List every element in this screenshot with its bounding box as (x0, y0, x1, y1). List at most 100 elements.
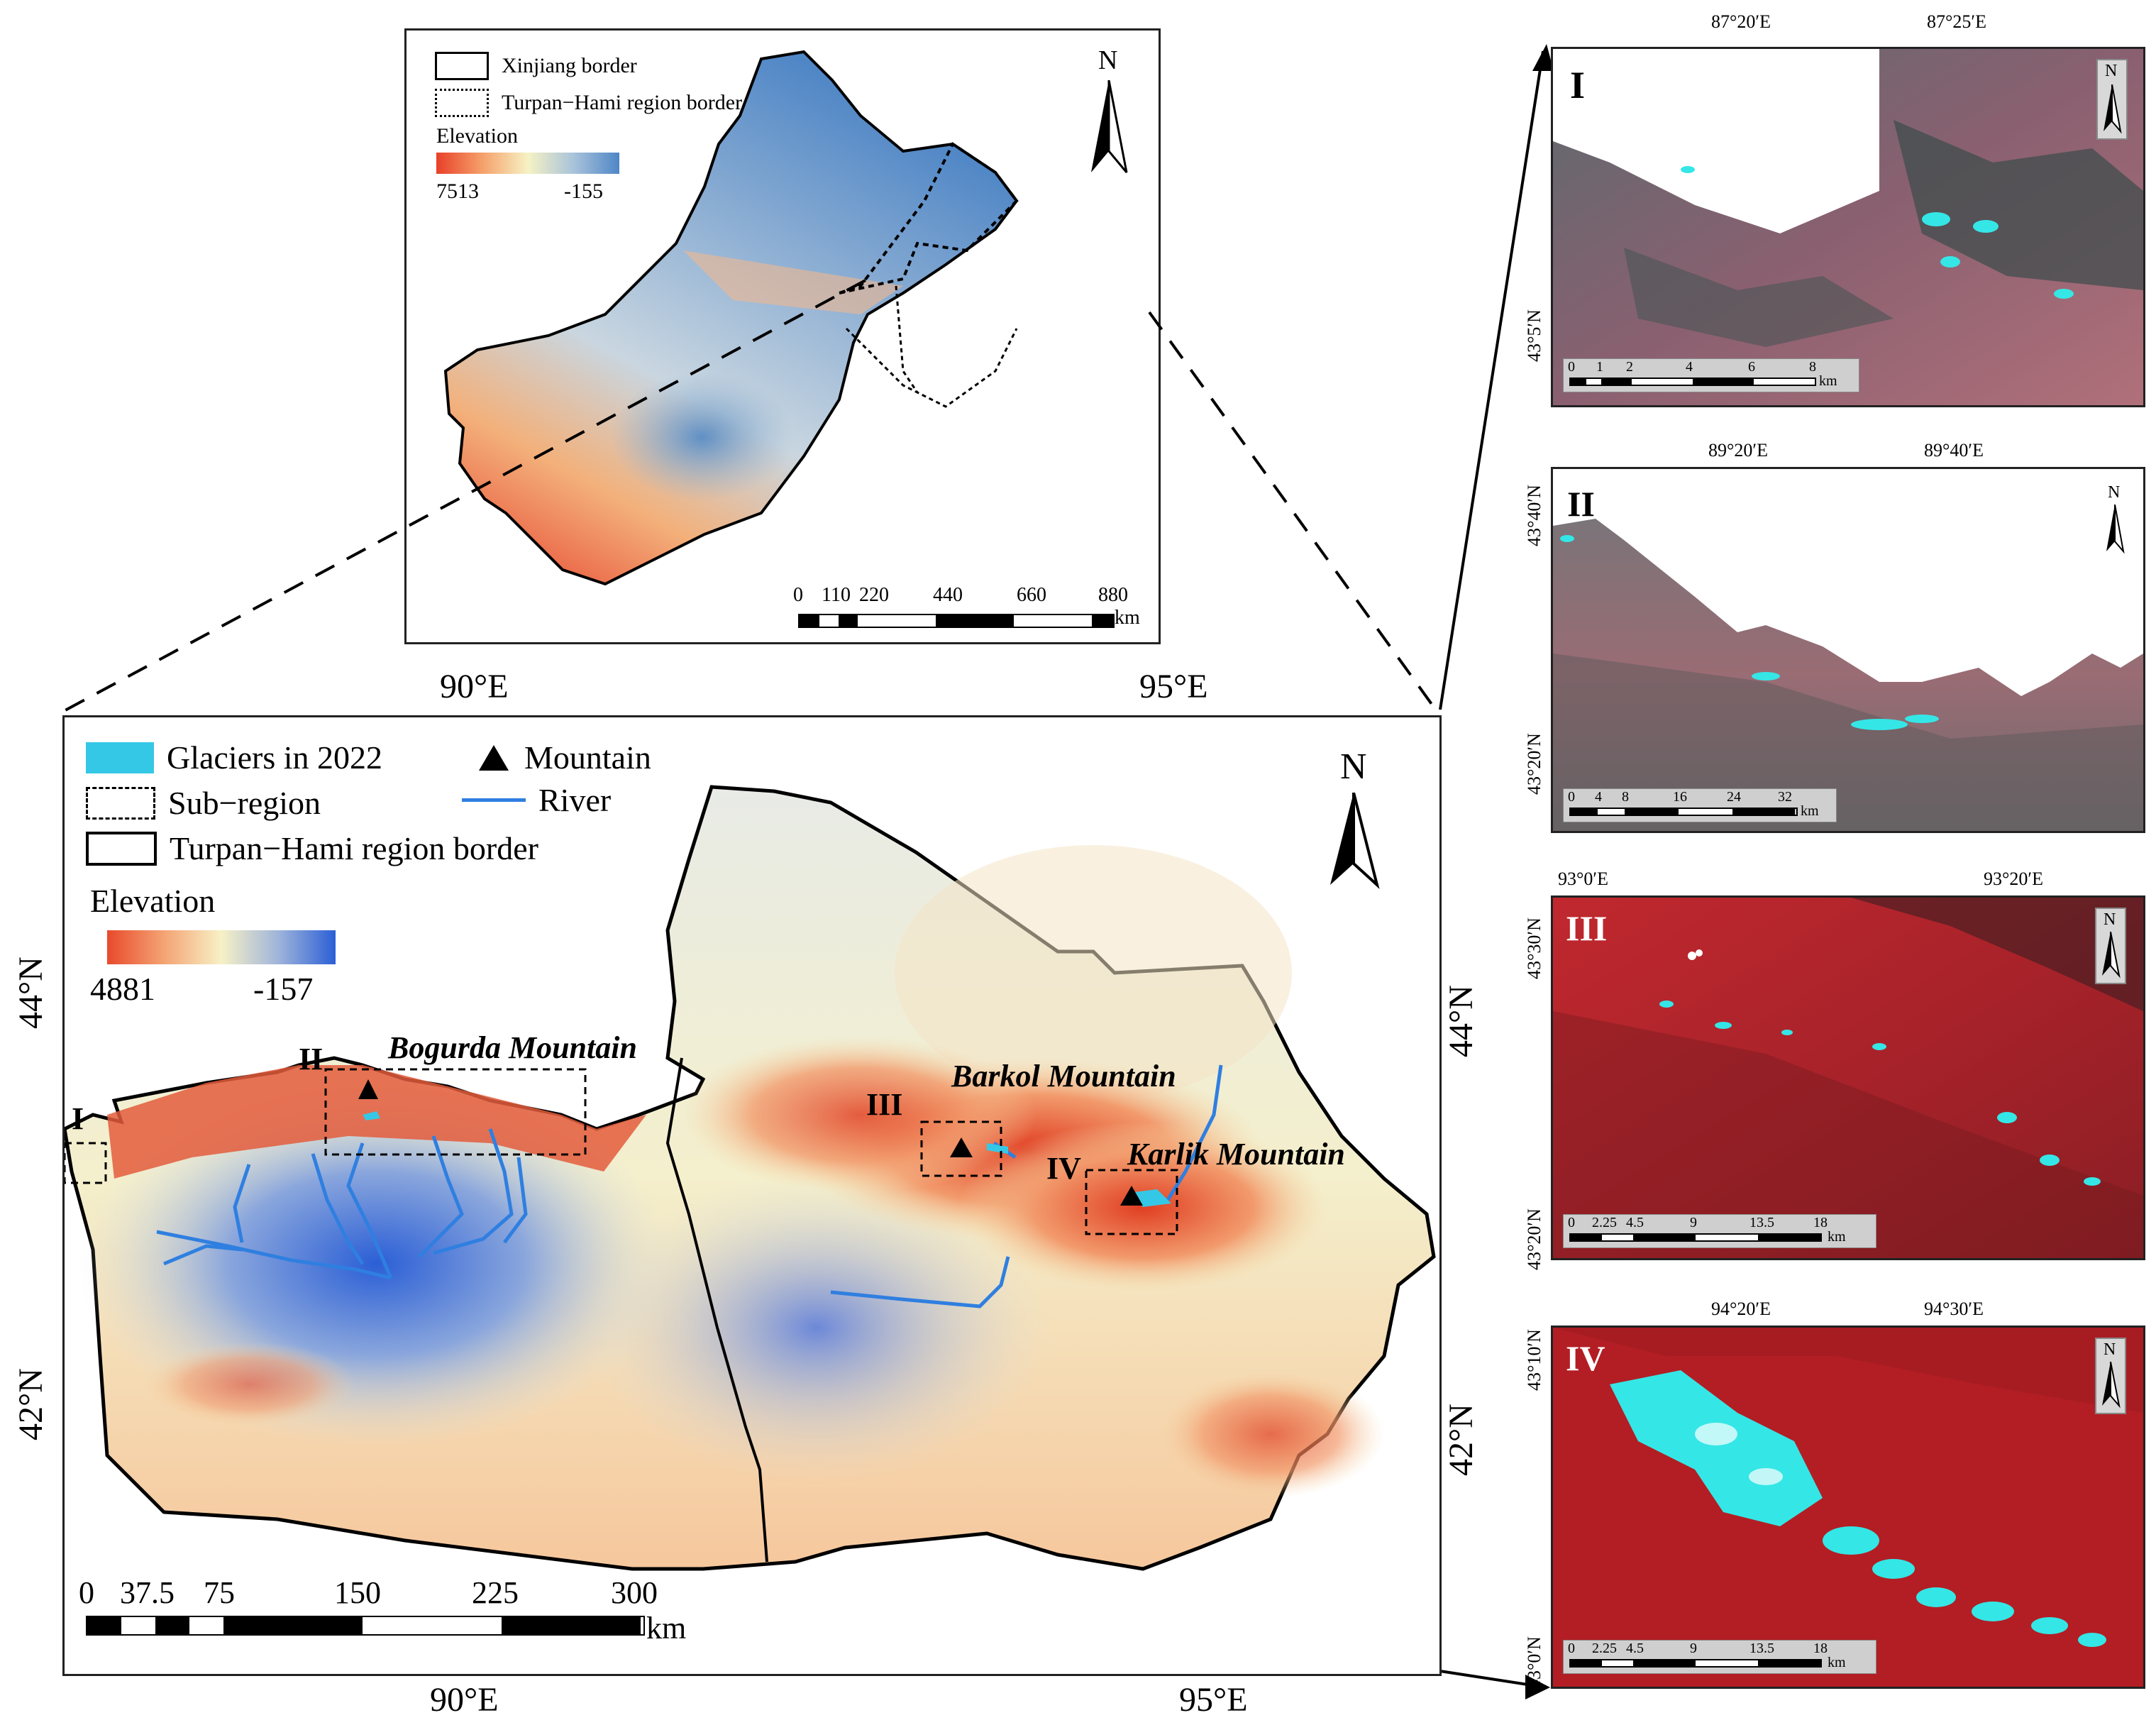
legend-mountain: Mountain (476, 739, 651, 776)
lon-top-95: 95°E (1139, 668, 1208, 705)
dotted-box-swatch (435, 89, 489, 117)
inset-north-badge: N (2095, 1338, 2126, 1414)
solid-box-swatch (435, 52, 489, 80)
elevation-ramp (107, 930, 336, 964)
legend-xinjiang-border: Xinjiang border (435, 52, 637, 80)
main-scale-labels: 0 37.5 75 150 225 300 (79, 1575, 658, 1610)
rivers (156, 1064, 1223, 1308)
inset-ii-lon-2: 89°40′E (1924, 440, 1984, 461)
legend-subregion: Sub−region (86, 784, 321, 822)
legend-border: Turpan−Hami region border (86, 830, 538, 867)
inset-iv-frame: IV N 0 2.25 4.5 9 13.5 18 km (1551, 1326, 2145, 1689)
inset-iv-lon-1: 94°20′E (1711, 1299, 1771, 1319)
north-arrow-icon (2102, 1362, 2121, 1409)
inset-scale-labels: 0 2.25 4.5 9 13.5 18 (1568, 1641, 1828, 1656)
subregion-label-i: I (72, 1101, 84, 1136)
inset-iii-satellite-image (1553, 898, 2143, 1258)
inset-ii-lon-1: 89°20′E (1708, 440, 1768, 461)
overview-map-frame: Xinjiang border Turpan−Hami region borde… (404, 28, 1161, 644)
north-arrow: N (1322, 746, 1386, 895)
legend-label: Mountain (524, 739, 651, 776)
north-arrow-icon (1330, 793, 1380, 889)
elevation-min: -155 (564, 180, 603, 203)
inset-scale-box: 0 1 2 4 6 8 km (1563, 358, 1859, 392)
inset-scale-bar (1569, 377, 1816, 386)
elevation-max: 7513 (436, 180, 479, 203)
inset-ii-satellite-image (1553, 519, 2143, 831)
legend-label: River (538, 782, 612, 818)
inset-iii-lon-1: 93°0′E (1558, 869, 1608, 889)
inset-scale-labels: 0 2.25 4.5 9 13.5 18 (1568, 1215, 1828, 1230)
lon-bottom-95: 95°E (1179, 1681, 1248, 1719)
main-scale-unit: km (646, 1611, 687, 1646)
turpan-hami-region-border (839, 142, 1019, 294)
subregion-label-iii: III (866, 1087, 903, 1122)
legend-label: Turpan−Hami region border (170, 830, 538, 866)
north-arrow-icon (2102, 932, 2121, 979)
elevation-ramp (436, 153, 619, 174)
inset-iv-satellite-image (1553, 1328, 2143, 1687)
dashed-box-swatch (86, 786, 155, 820)
xinjiang-elevation-map (443, 50, 1019, 586)
inset-scale-unit: km (1828, 1229, 1846, 1245)
inset-scale-labels: 0 4 8 16 24 32 (1568, 789, 1792, 805)
glacier-swatch (86, 742, 154, 773)
inset-scale-box: 0 2.25 4.5 9 13.5 18 km (1563, 1214, 1876, 1248)
inset-north-badge: N (2101, 483, 2129, 554)
inset-scale-labels: 0 1 2 4 6 8 (1568, 359, 1816, 375)
mountain-icon (479, 744, 509, 771)
mountain-markers (358, 1079, 1143, 1206)
inset-scale-unit: km (1819, 373, 1837, 389)
inset-label: III (1566, 908, 1608, 948)
karlik-mountain-label: Karlik Mountain (1127, 1137, 1345, 1172)
legend-label: Sub−region (168, 785, 321, 821)
inset-scale-unit: km (1828, 1655, 1846, 1670)
inset-iv-lat-2: 43°0′N (1524, 1636, 1544, 1689)
inset-scale-bar (1569, 1233, 1822, 1242)
turpan-hami-elevation-map (65, 785, 1436, 1571)
inset-scale-box: 0 4 8 16 24 32 km (1563, 788, 1837, 822)
inset-i-lon-1: 87°20′E (1711, 11, 1771, 32)
inset-i-lat-1: 43°5′N (1524, 309, 1544, 362)
inset-label: I (1570, 64, 1586, 106)
elevation-title: Elevation (436, 124, 518, 148)
inset-ii-lat-2: 43°20′N (1524, 733, 1544, 795)
inset-iii-frame: III N 0 2.25 4.5 9 13.5 18 km (1551, 895, 2145, 1260)
legend-river: River (462, 781, 611, 819)
lat-right-42: 42°N (1442, 1404, 1480, 1476)
north-arrow-icon (2104, 84, 2122, 134)
north-arrow-icon (1091, 80, 1128, 173)
solid-box-swatch (86, 831, 157, 866)
inset-north-badge: N (2095, 908, 2126, 984)
inset-iv-lat-1: 43°10′N (1524, 1329, 1544, 1391)
inset-i-satellite-image (1553, 49, 2143, 405)
overview-scale-labels: 0 110 220 440 660 880 (793, 584, 1128, 606)
inset-north-badge: N (2096, 59, 2128, 140)
lat-left-44: 44°N (12, 957, 50, 1029)
main-map-frame: Glaciers in 2022 Mountain Sub−region Riv… (62, 715, 1442, 1676)
main-scale-bar (86, 1616, 645, 1636)
legend-label: Turpan−Hami region border (502, 91, 743, 114)
north-arrow: N (1084, 45, 1134, 180)
inset-i-lon-2: 87°25′E (1927, 11, 1986, 32)
inset-scale-box: 0 2.25 4.5 9 13.5 18 km (1563, 1640, 1876, 1674)
legend-label: Xinjiang border (502, 54, 637, 77)
inset-ii-lat-1: 43°40′N (1524, 485, 1544, 546)
inset-scale-bar (1569, 808, 1798, 816)
subregion-label-ii: II (299, 1042, 324, 1076)
inset-iv-lon-2: 94°30′E (1924, 1299, 1984, 1319)
elevation-max: 4881 (90, 971, 155, 1007)
inset-i-frame: I N 0 1 2 4 6 8 km (1551, 47, 2145, 407)
barkol-mountain-label: Barkol Mountain (951, 1059, 1176, 1093)
lat-right-44: 44°N (1442, 985, 1480, 1057)
lon-bottom-90: 90°E (430, 1681, 499, 1719)
inset-ii-frame: II N 0 4 8 16 24 32 km (1551, 467, 2145, 833)
elevation-title: Elevation (90, 883, 216, 919)
inset-iii-lat-1: 43°30′N (1524, 917, 1544, 979)
north-arrow-icon (2106, 505, 2125, 554)
subregion-label-iv: IV (1046, 1151, 1081, 1186)
inset-label: IV (1566, 1338, 1605, 1378)
inset-scale-bar (1569, 1659, 1822, 1668)
lat-left-42: 42°N (12, 1368, 50, 1440)
